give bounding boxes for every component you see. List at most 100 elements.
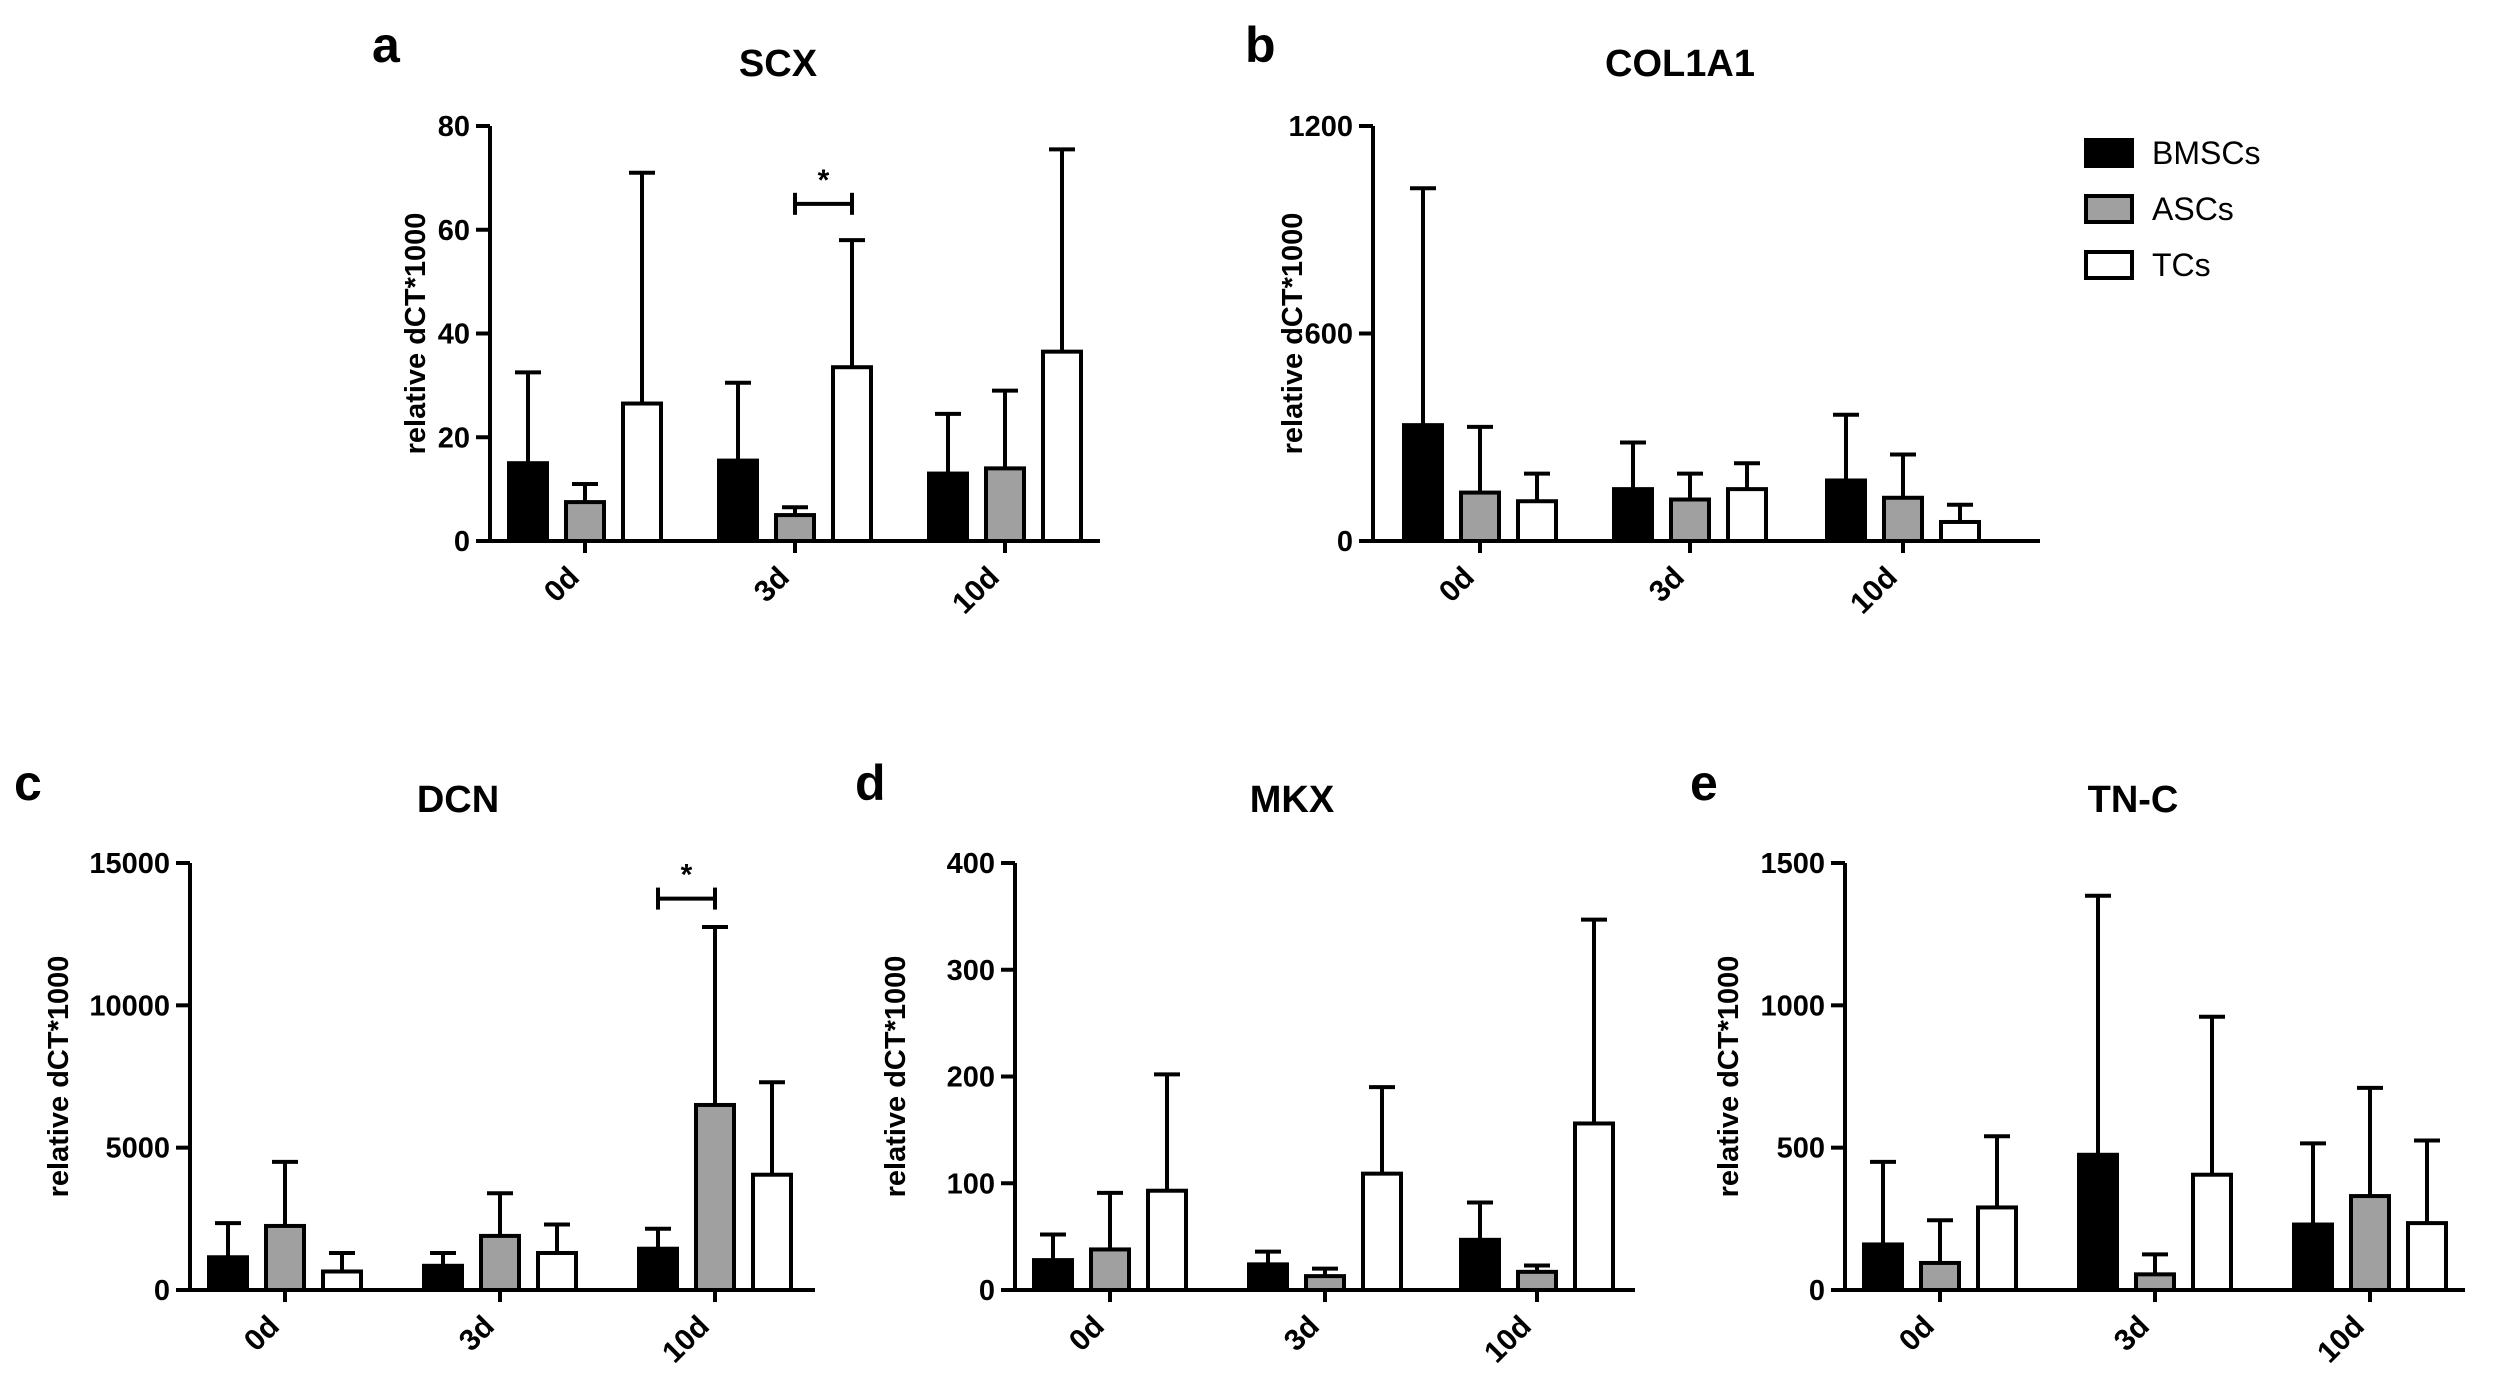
- panel-letter-d: d: [855, 755, 886, 811]
- y-tick-label: 0: [1809, 1275, 1825, 1307]
- x-tick-label: 10d: [656, 1310, 716, 1370]
- y-axis-label: relative dCT*1000: [43, 956, 75, 1198]
- legend-swatch-bmscs: [2084, 138, 2134, 168]
- bar-ascs: [984, 466, 1026, 543]
- x-tick-label: 10d: [1478, 1310, 1538, 1370]
- y-tick-label: 1500: [1760, 848, 1825, 880]
- legend-entry-ascs: ASCs: [2152, 191, 2234, 227]
- y-tick-label: 0: [154, 1275, 170, 1307]
- x-tick-label: 3d: [2108, 1310, 2156, 1358]
- bar-bmscs: [507, 461, 549, 543]
- bar-bmscs: [207, 1255, 249, 1292]
- y-axis-label: relative dCT*1000: [1713, 956, 1745, 1198]
- x-tick-label: 0d: [538, 561, 586, 609]
- y-tick-label: 40: [438, 319, 470, 351]
- y-tick-label: 600: [1305, 319, 1353, 351]
- bar-tcs: [536, 1250, 578, 1292]
- y-tick-label: 5000: [105, 1133, 170, 1165]
- bar-ascs: [1669, 497, 1711, 543]
- x-tick-label: 3d: [1643, 561, 1691, 609]
- bar-tcs: [2191, 1172, 2233, 1292]
- y-axis-label: relative dCT*1000: [1277, 213, 1309, 455]
- chart-title: COL1A1: [1605, 43, 1755, 85]
- x-tick-label: 0d: [1433, 561, 1481, 609]
- bar-tcs: [1516, 499, 1558, 543]
- bar-ascs: [564, 500, 606, 543]
- x-tick-label: 10d: [946, 561, 1006, 621]
- x-tick-label: 10d: [1844, 561, 1904, 621]
- y-tick-label: 300: [947, 955, 995, 987]
- bar-ascs: [2134, 1272, 2176, 1293]
- bar-ascs: [1919, 1260, 1961, 1292]
- bar-tcs: [1976, 1205, 2018, 1292]
- bar-bmscs: [1032, 1258, 1074, 1292]
- bar-ascs: [479, 1233, 521, 1292]
- panel-letter-a: a: [372, 17, 401, 73]
- legend-entry-bmscs: BMSCs: [2152, 135, 2260, 171]
- chart-title: TN-C: [2088, 779, 2179, 821]
- bar-bmscs: [1459, 1237, 1501, 1293]
- panel-d: d MKX relative dCT*1000 0 100 200 300 400 0d 3d 10…: [855, 755, 1635, 1370]
- bar-bmscs: [637, 1246, 679, 1293]
- bar-bmscs: [927, 471, 969, 543]
- bar-tcs: [1573, 1121, 1615, 1292]
- panel-letter-b: b: [1245, 17, 1276, 73]
- y-tick-label: 1200: [1288, 111, 1353, 143]
- y-tick-label: 500: [1777, 1133, 1825, 1165]
- significance-star: *: [681, 859, 693, 892]
- x-tick-label: 10d: [2311, 1310, 2371, 1370]
- y-tick-label: 20: [438, 422, 470, 454]
- x-tick-label: 0d: [238, 1310, 286, 1358]
- bar-ascs: [694, 1102, 736, 1293]
- legend: BMSCs ASCs TCs: [2084, 135, 2260, 283]
- bar-tcs: [1146, 1188, 1188, 1293]
- x-tick-label: 0d: [1063, 1310, 1111, 1358]
- y-axis-label: relative dCT*1000: [400, 213, 432, 455]
- panel-b: b COL1A1 relative dCT*1000 0 600 1200 0d 3d 10d: [1245, 17, 2040, 621]
- bar-ascs: [774, 513, 816, 543]
- legend-swatch-ascs: [2084, 194, 2134, 224]
- y-tick-label: 400: [947, 848, 995, 880]
- bar-ascs: [1459, 490, 1501, 544]
- x-tick-label: 3d: [748, 561, 796, 609]
- bar-tcs: [751, 1172, 793, 1292]
- bar-bmscs: [1247, 1262, 1289, 1293]
- bar-bmscs: [1402, 423, 1444, 544]
- panel-c: c DCN relative dCT*1000 0 5000 10000 15000 0d 3d…: [14, 755, 815, 1370]
- bar-bmscs: [2292, 1222, 2334, 1292]
- bar-tcs: [321, 1269, 363, 1293]
- y-tick-label: 200: [947, 1062, 995, 1094]
- bar-ascs: [1516, 1269, 1558, 1293]
- panel-e: e TN-C relative dCT*1000 0 500 1000 1500 0d 3d 10…: [1690, 755, 2465, 1370]
- chart-title: SCX: [739, 43, 818, 85]
- y-tick-label: 0: [1337, 526, 1353, 558]
- y-tick-label: 0: [454, 526, 470, 558]
- bar-tcs: [621, 401, 663, 543]
- y-tick-label: 0: [979, 1275, 995, 1307]
- bar-bmscs: [1825, 478, 1867, 543]
- bar-tcs: [1726, 487, 1768, 543]
- y-axis-label: relative dCT*1000: [880, 956, 912, 1198]
- legend-swatch-tcs: [2084, 250, 2134, 280]
- x-tick-label: 3d: [453, 1310, 501, 1358]
- x-tick-label: 3d: [1278, 1310, 1326, 1358]
- panel-letter-c: c: [14, 755, 42, 811]
- y-tick-label: 100: [947, 1168, 995, 1200]
- bar-bmscs: [422, 1263, 464, 1293]
- bar-ascs: [2349, 1194, 2391, 1293]
- significance-star: *: [818, 164, 830, 197]
- y-tick-label: 60: [438, 215, 470, 247]
- bar-tcs: [1041, 349, 1083, 543]
- bar-ascs: [1304, 1274, 1346, 1293]
- bar-bmscs: [717, 458, 759, 543]
- panel-a: a SCX relative dCT*1000 0 20 40 60 80 0d 3d 10d *: [372, 17, 1100, 621]
- bar-tcs: [831, 365, 873, 543]
- bar-bmscs: [1862, 1242, 1904, 1293]
- bar-tcs: [1361, 1171, 1403, 1292]
- panel-letter-e: e: [1690, 755, 1718, 811]
- bar-tcs: [2406, 1221, 2448, 1293]
- legend-entry-tcs: TCs: [2152, 247, 2211, 283]
- y-tick-label: 1000: [1760, 990, 1825, 1022]
- y-tick-label: 80: [438, 111, 470, 143]
